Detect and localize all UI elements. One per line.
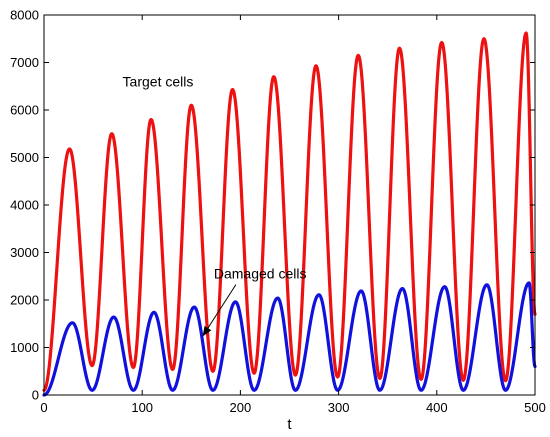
series-line-1 — [42, 281, 537, 397]
x-tick-label: 200 — [230, 400, 252, 415]
y-tick-label: 5000 — [10, 150, 39, 165]
x-tick-label: 100 — [131, 400, 153, 415]
y-tick-label: 8000 — [10, 8, 39, 23]
series-layer — [42, 31, 537, 397]
annotation-layer: Target cells Damaged cells — [123, 73, 307, 337]
y-tick-label: 3000 — [10, 245, 39, 260]
y-tick-label: 7000 — [10, 55, 39, 70]
ticks-layer: 0 100 200 300 400 500010002000300040005000600… — [10, 8, 546, 416]
series-line-0 — [42, 31, 537, 392]
y-tick-label: 6000 — [10, 103, 39, 118]
y-tick-label: 1000 — [10, 340, 39, 355]
x-tick-label: 0 — [40, 400, 47, 415]
annotation-arrow — [202, 284, 237, 337]
annotation-text-0: Target cells — [123, 73, 194, 89]
y-tick-label: 0 — [32, 388, 39, 403]
x-tick-label: 300 — [328, 400, 350, 415]
x-tick-label: 400 — [426, 400, 448, 415]
y-tick-label: 2000 — [10, 293, 39, 308]
x-axis-label: t — [287, 416, 292, 433]
annotation-text-1: Damaged cells — [214, 266, 307, 282]
x-tick-label: 500 — [524, 400, 546, 415]
y-tick-label: 4000 — [10, 198, 39, 213]
